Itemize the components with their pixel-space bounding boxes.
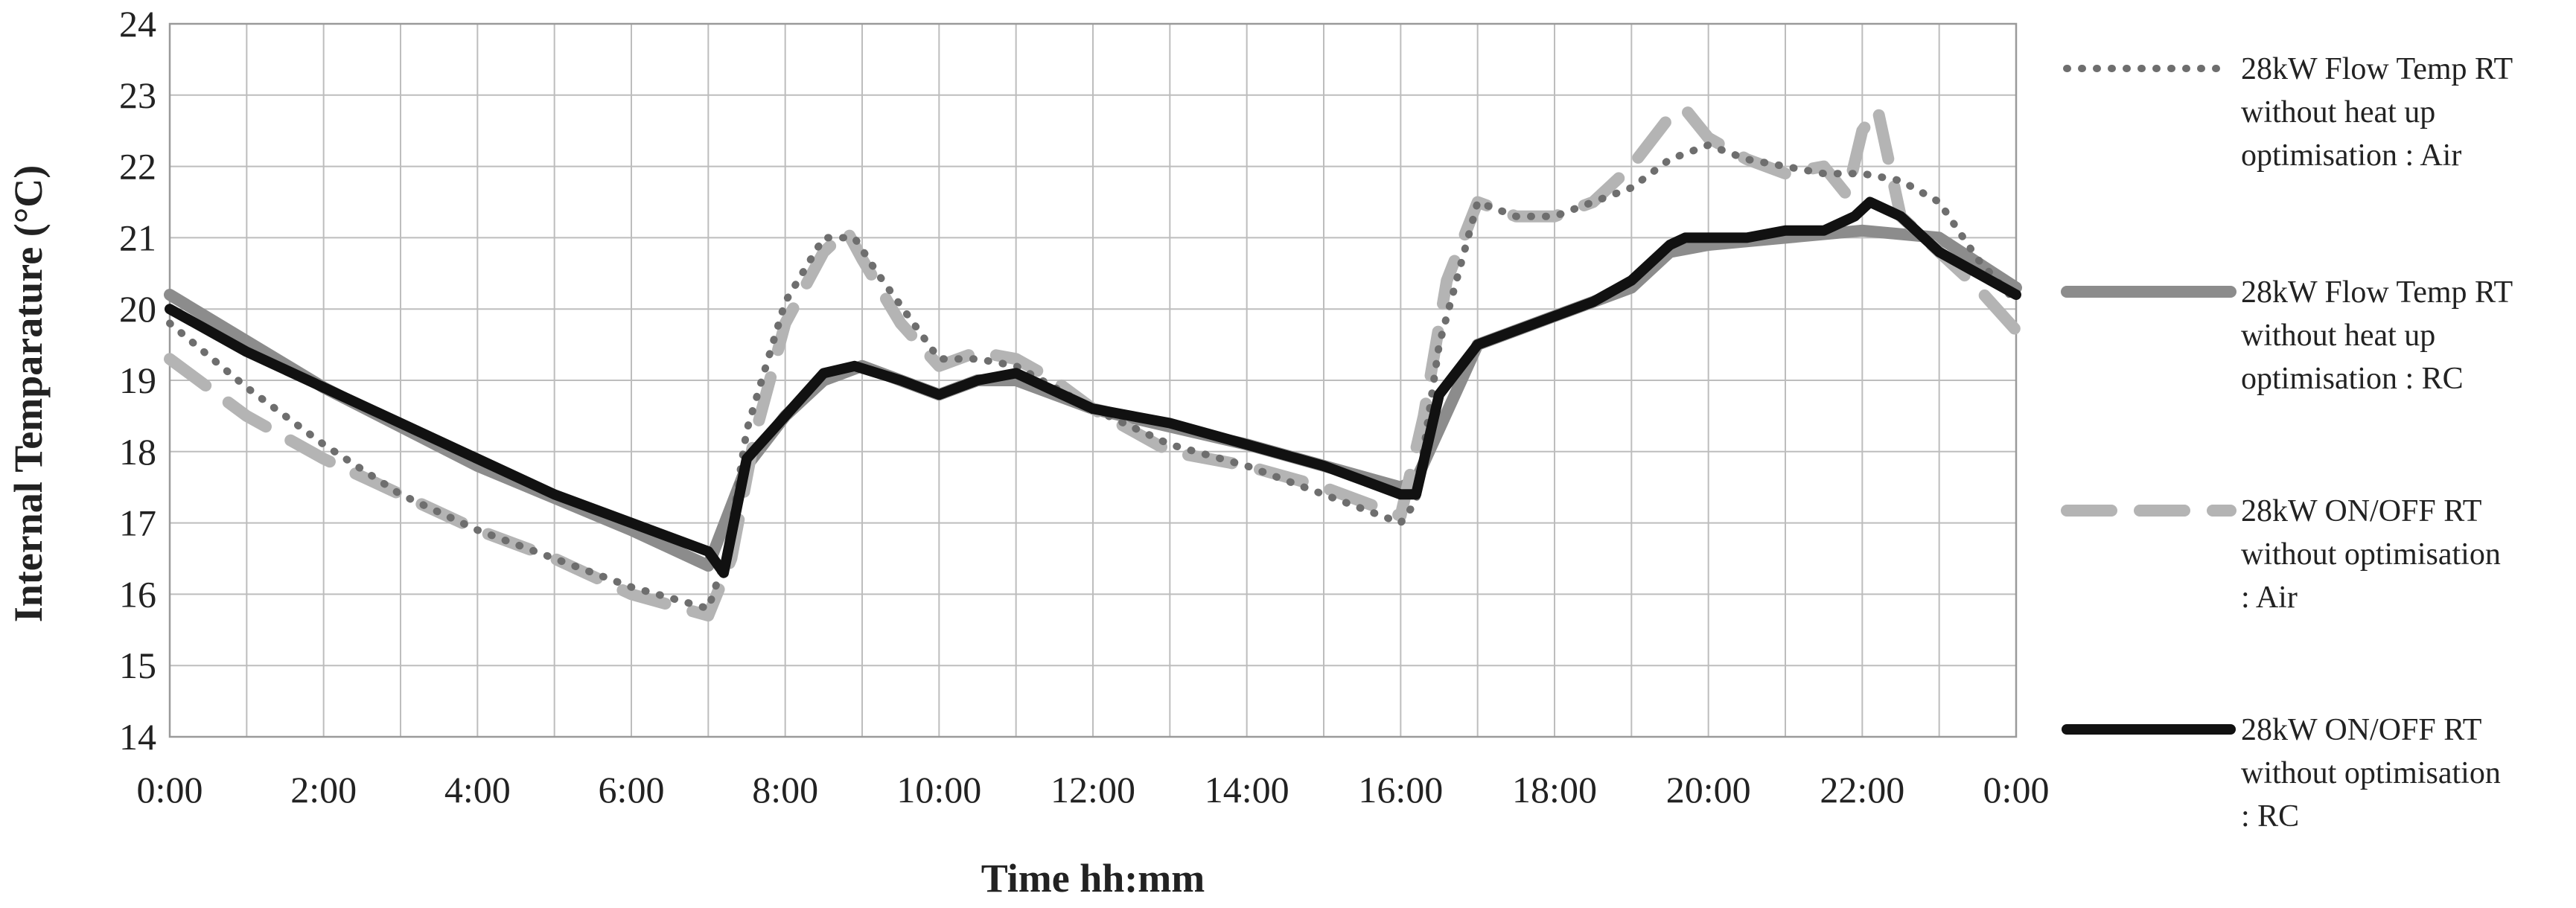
x-axis-title: Time hh:mm [981, 856, 1205, 901]
x-tick-label: 6:00 [599, 769, 665, 811]
y-axis-ticks: 14 15 16 17 18 19 20 21 22 23 24 [119, 3, 156, 758]
legend-label: optimisation : RC [2241, 362, 2464, 396]
legend-label: : RC [2241, 799, 2299, 834]
legend-label: 28kW Flow Temp RT [2241, 52, 2513, 86]
x-tick-label: 0:00 [1983, 769, 2050, 811]
x-tick-label: 2:00 [290, 769, 357, 811]
legend: 28kW Flow Temp RT without heat up optimisa… [2061, 52, 2513, 834]
y-axis-title: Internal Temparature (°C) [6, 165, 51, 623]
legend-label: optimisation : Air [2241, 138, 2461, 173]
series-line [164, 103, 2022, 622]
y-tick-label: 18 [119, 431, 156, 473]
y-tick-label: 14 [119, 716, 156, 758]
x-tick-label: 20:00 [1666, 769, 1751, 811]
y-tick-label: 24 [119, 3, 156, 45]
x-tick-label: 4:00 [444, 769, 511, 811]
y-tick-label: 17 [119, 502, 156, 544]
x-tick-label: 8:00 [752, 769, 818, 811]
x-axis-ticks: 0:00 2:00 4:00 6:00 8:00 10:00 12:00 14:00 16:00… [137, 769, 2050, 811]
y-tick-label: 21 [119, 217, 156, 258]
legend-label: without optimisation [2241, 537, 2501, 572]
y-tick-label: 23 [119, 74, 156, 116]
legend-label: without optimisation [2241, 756, 2501, 790]
series-line [166, 141, 2020, 613]
series-lines [164, 103, 2022, 622]
x-tick-label: 18:00 [1512, 769, 1597, 811]
y-tick-label: 16 [119, 573, 156, 615]
x-tick-label: 10:00 [896, 769, 981, 811]
y-tick-label: 22 [119, 146, 156, 188]
legend-label: 28kW ON/OFF RT [2241, 494, 2481, 528]
y-tick-label: 19 [119, 359, 156, 401]
y-tick-label: 20 [119, 288, 156, 330]
x-tick-label: 12:00 [1051, 769, 1135, 811]
x-tick-label: 16:00 [1358, 769, 1443, 811]
legend-label: 28kW Flow Temp RT [2241, 275, 2513, 310]
grid [169, 23, 2017, 738]
series-line [165, 196, 2021, 578]
y-tick-label: 15 [119, 645, 156, 686]
legend-label: 28kW ON/OFF RT [2241, 713, 2481, 747]
legend-label: : Air [2241, 581, 2298, 615]
legend-label: without heat up [2241, 95, 2435, 130]
x-tick-label: 22:00 [1820, 769, 1904, 811]
x-tick-label: 0:00 [137, 769, 203, 811]
legend-label: without heat up [2241, 319, 2435, 353]
x-tick-label: 14:00 [1205, 769, 1289, 811]
plot-area-frame [168, 22, 2018, 738]
